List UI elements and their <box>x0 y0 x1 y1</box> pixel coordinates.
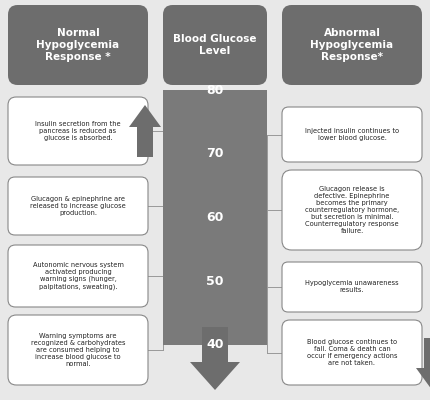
Text: 80: 80 <box>206 84 224 96</box>
Text: Blood glucose continues to
fall. Coma & death can
occur if emergency actions
are: Blood glucose continues to fall. Coma & … <box>307 339 397 366</box>
FancyBboxPatch shape <box>8 97 148 165</box>
Text: 40: 40 <box>206 338 224 352</box>
Text: Warning symptoms are
recognized & carbohydrates
are consumed helping to
increase: Warning symptoms are recognized & carboh… <box>31 333 125 367</box>
Polygon shape <box>190 327 240 390</box>
FancyBboxPatch shape <box>282 320 422 385</box>
FancyBboxPatch shape <box>8 177 148 235</box>
Polygon shape <box>416 338 430 390</box>
Polygon shape <box>129 105 161 157</box>
Text: Blood Glucose
Level: Blood Glucose Level <box>173 34 257 56</box>
Text: Normal
Hypoglycemia
Response *: Normal Hypoglycemia Response * <box>37 28 120 62</box>
Text: Abnormal
Hypoglycemia
Response*: Abnormal Hypoglycemia Response* <box>310 28 393 62</box>
FancyBboxPatch shape <box>282 107 422 162</box>
Text: 50: 50 <box>206 275 224 288</box>
Text: Hypoglycemia unawareness
results.: Hypoglycemia unawareness results. <box>305 280 399 294</box>
FancyBboxPatch shape <box>282 262 422 312</box>
Text: 60: 60 <box>206 211 224 224</box>
Text: Glucagon & epinephrine are
released to increase glucose
production.: Glucagon & epinephrine are released to i… <box>30 196 126 216</box>
Text: Insulin secretion from the
pancreas is reduced as
glucose is absorbed.: Insulin secretion from the pancreas is r… <box>35 121 121 141</box>
FancyBboxPatch shape <box>163 5 267 85</box>
FancyBboxPatch shape <box>8 5 148 85</box>
FancyBboxPatch shape <box>8 245 148 307</box>
FancyBboxPatch shape <box>282 5 422 85</box>
Text: Injected insulin continues to
lower blood glucose.: Injected insulin continues to lower bloo… <box>305 128 399 141</box>
FancyBboxPatch shape <box>282 170 422 250</box>
FancyBboxPatch shape <box>8 315 148 385</box>
Bar <box>163 90 267 345</box>
Text: 70: 70 <box>206 147 224 160</box>
Text: Glucagon release is
defective. Epinephrine
becomes the primary
counterregulatory: Glucagon release is defective. Epinephri… <box>305 186 399 234</box>
Text: Autonomic nervous system
activated producing
warning signs (hunger,
palpitations: Autonomic nervous system activated produ… <box>33 262 123 290</box>
